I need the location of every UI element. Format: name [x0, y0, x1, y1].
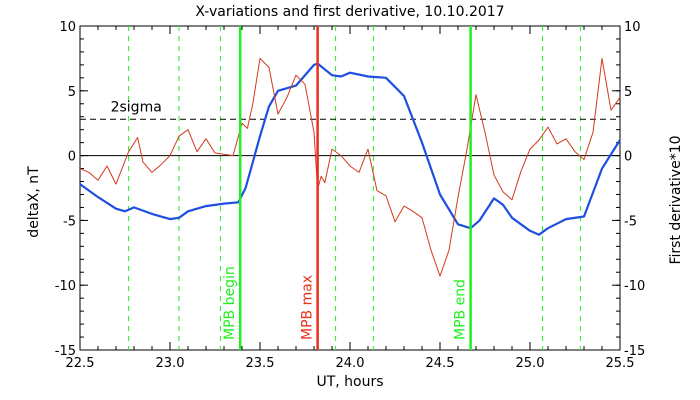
- x-tick-label: 24.0: [336, 356, 365, 371]
- x-tick-label: 22.5: [66, 356, 95, 371]
- y-tick-label-right: 5: [624, 85, 632, 100]
- y-tick-label-right: 0: [624, 150, 632, 165]
- y-tick-label-left: 0: [68, 150, 76, 165]
- x-tick-label: 23.0: [156, 356, 185, 371]
- plot-frame: [79, 25, 621, 351]
- y-tick-label-left: 10: [59, 20, 76, 35]
- y-tick-label-right: -15: [624, 344, 645, 359]
- x-tick-label: 25.0: [516, 356, 545, 371]
- y-axis-label-left: deltaX, nT: [26, 166, 42, 238]
- y-tick-label-right: -10: [624, 279, 645, 294]
- x-tick-label: 23.5: [246, 356, 275, 371]
- chart-title: X-variations and first derivative, 10.10…: [195, 4, 504, 20]
- event-label: MPB max: [300, 275, 316, 340]
- y-axis-label-right: First derivative*10: [668, 135, 684, 264]
- series-derivative-line: [79, 57, 621, 277]
- x-axis-label: UT, hours: [316, 374, 383, 390]
- event-label: MPB begin: [222, 266, 238, 340]
- x-tick-label: 24.5: [426, 356, 455, 371]
- sigma-label: 2sigma: [111, 99, 162, 115]
- y-tick-label-left: -5: [63, 214, 76, 229]
- y-tick-label-right: 10: [624, 20, 641, 35]
- event-label: MPB end: [453, 279, 469, 340]
- y-tick-label-left: -15: [55, 344, 76, 359]
- y-tick-label-left: -10: [55, 279, 76, 294]
- series-deltax-line: [79, 62, 621, 236]
- y-tick-label-right: -5: [624, 214, 637, 229]
- y-tick-label-left: 5: [68, 85, 76, 100]
- x-tick-label: 25.5: [606, 356, 635, 371]
